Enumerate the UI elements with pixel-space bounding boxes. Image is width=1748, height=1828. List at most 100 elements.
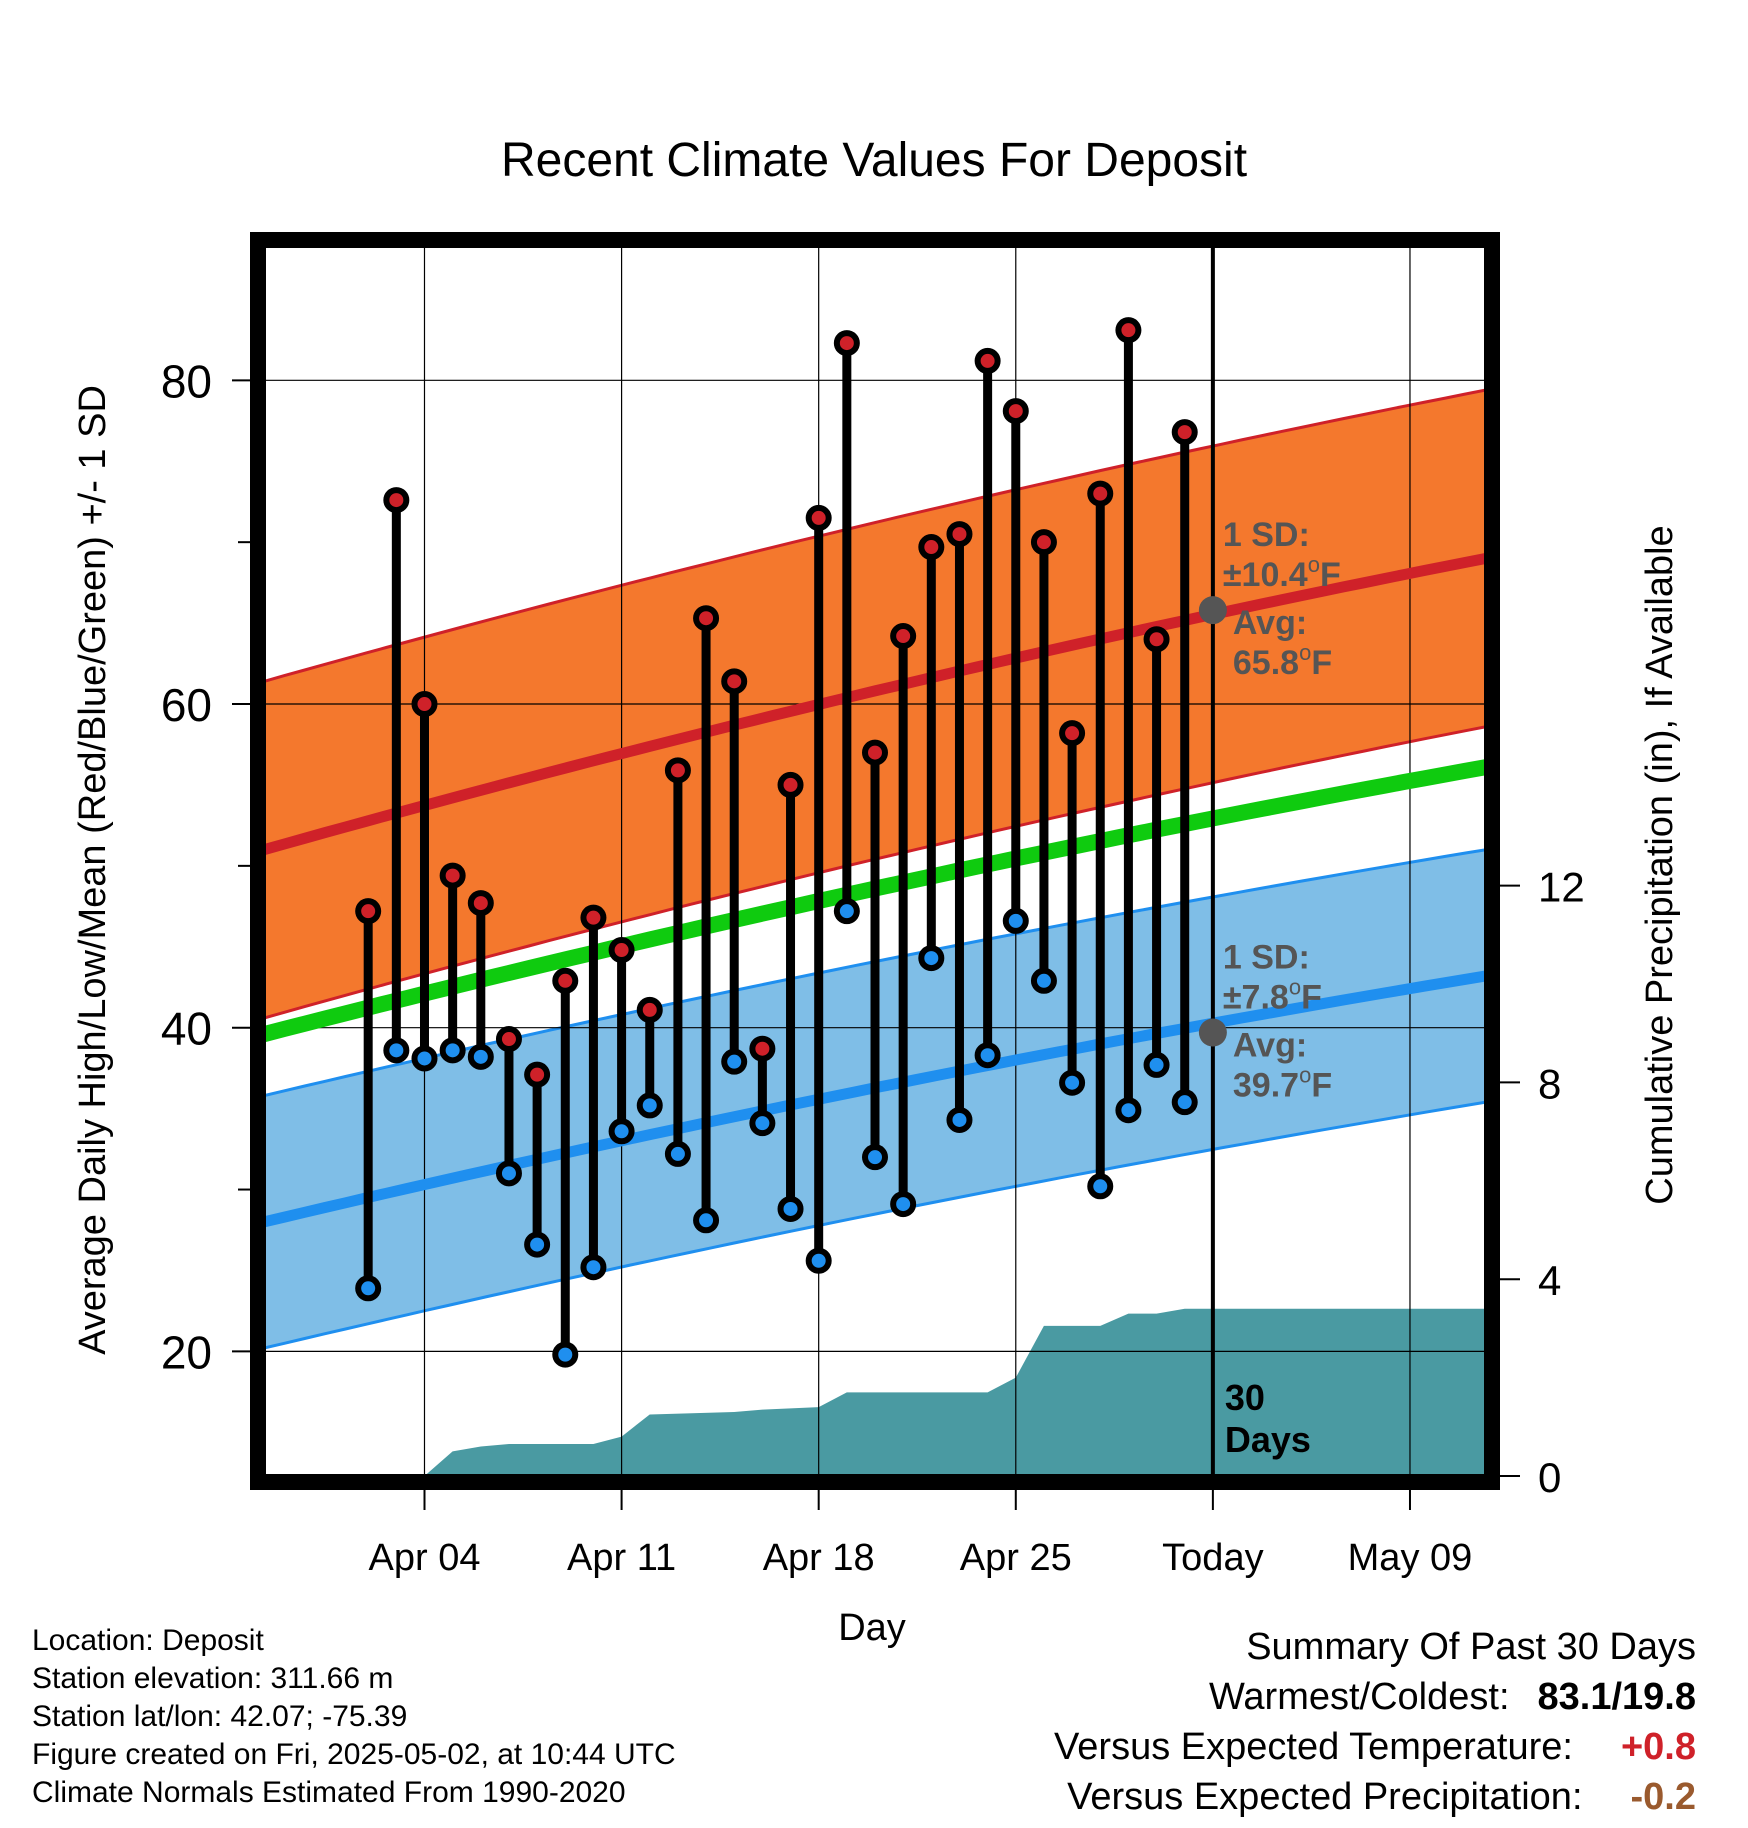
daily-low-point (890, 1191, 917, 1218)
daily-high-point (411, 691, 438, 718)
daily-low-point (467, 1043, 494, 1070)
daily-low-point (974, 1042, 1001, 1069)
daily-high-point (749, 1035, 776, 1062)
summary-temp-label: Versus Expected Temperature: (1054, 1726, 1573, 1768)
info-latlon: Station lat/lon: 42.07; -75.39 (32, 1700, 408, 1733)
daily-low-point (383, 1037, 410, 1064)
daily-low-point (636, 1092, 663, 1119)
summary-precip-row: Versus Expected Precipitation: -0.2 (796, 1772, 1696, 1822)
low-avg-label: Avg: (1233, 1027, 1307, 1065)
daily-high-point (495, 1026, 522, 1053)
daily-high-point (1030, 529, 1057, 556)
low-sd-lower-edge (264, 1100, 1486, 1350)
daily-high-point (833, 330, 860, 357)
daily-high-point (580, 904, 607, 931)
high-sd-degree: o (1308, 552, 1320, 577)
daily-range-bars (363, 330, 1190, 1355)
daily-high-point (383, 487, 410, 514)
low-avg-value: 39.7oF (1233, 1063, 1332, 1105)
high-avg-degree: o (1299, 640, 1311, 665)
daily-low-point (1030, 967, 1057, 994)
daily-low-point (1087, 1173, 1114, 1200)
daily-high-point (636, 996, 663, 1023)
low-sd-degree: o (1289, 975, 1301, 1000)
daily-high-point (1143, 626, 1170, 653)
summary-precip-label: Versus Expected Precipitation: (1067, 1776, 1583, 1818)
daily-low-point (1143, 1051, 1170, 1078)
daily-high-point (693, 605, 720, 632)
y-left-tick-label: 80 (161, 355, 212, 407)
high-sd-upper-edge (264, 388, 1486, 683)
high-avg-value: 65.8oF (1233, 640, 1332, 682)
summary-warmest-label: Warmest/Coldest: (1208, 1676, 1510, 1718)
plot-border (250, 232, 1500, 1490)
daily-high-point (355, 898, 382, 925)
high-sd-value: ±10.4oF (1223, 552, 1341, 594)
x-tick-label: Apr 11 (567, 1537, 676, 1579)
summary-warmest-row: Warmest/Coldest: 83.1/19.8 (796, 1672, 1696, 1722)
daily-high-point (1115, 317, 1142, 344)
info-elevation: Station elevation: 311.66 m (32, 1662, 394, 1695)
daily-low-point (777, 1195, 804, 1222)
daily-dots (355, 317, 1198, 1368)
daily-low-point (355, 1275, 382, 1302)
y-right-tick-label: 0 (1538, 1454, 1561, 1501)
chart-title: Recent Climate Values For Deposit (501, 134, 1247, 187)
y-right-tick-label: 12 (1538, 864, 1585, 911)
x-tick-label: Today (1162, 1537, 1263, 1579)
daily-low-point (552, 1341, 579, 1368)
high-avg-label: Avg: (1233, 604, 1307, 642)
low-sd-number: ±7.8 (1223, 979, 1289, 1017)
y-axis-left-label: Average Daily High/Low/Mean (Red/Blue/Gr… (72, 385, 114, 1355)
high-avg-unit: F (1311, 644, 1332, 682)
low-avg-unit: F (1311, 1067, 1332, 1105)
daily-high-point (1002, 398, 1029, 425)
daily-low-point (411, 1045, 438, 1072)
today-low-avg-marker (1198, 1018, 1227, 1047)
daily-high-point (1087, 480, 1114, 507)
precip-area (340, 1308, 1486, 1476)
daily-high-point (974, 347, 1001, 374)
daily-low-point (1171, 1089, 1198, 1116)
high-sd-unit: F (1320, 556, 1341, 594)
precip-cumulative-area (340, 1308, 1486, 1476)
daily-low-point (580, 1254, 607, 1281)
daily-low-point (946, 1106, 973, 1133)
high-avg-number: 65.8 (1233, 644, 1299, 682)
high-sd-number: ±10.4 (1223, 556, 1308, 594)
daily-low-point (1115, 1097, 1142, 1124)
daily-low-point (693, 1207, 720, 1234)
daily-low-point (439, 1037, 466, 1064)
daily-high-point (664, 757, 691, 784)
station-info: Location: Deposit Station elevation: 311… (32, 1622, 792, 1812)
low-sd-unit: F (1301, 979, 1322, 1017)
daily-high-point (862, 739, 888, 766)
daily-low-point (918, 945, 945, 972)
daily-high-point (467, 890, 494, 917)
daily-high-point (524, 1061, 551, 1088)
x-tick-label: Apr 18 (763, 1537, 875, 1579)
y-left-tick-label: 60 (161, 679, 212, 731)
today-days-number: 30 (1225, 1377, 1265, 1418)
today-days-word: Days (1225, 1419, 1311, 1460)
daily-low-point (608, 1118, 635, 1145)
daily-high-point (805, 504, 832, 531)
today-high-avg-marker (1198, 596, 1227, 625)
daily-low-point (721, 1048, 748, 1075)
low-avg-number: 39.7 (1233, 1067, 1299, 1105)
daily-low-point (1059, 1069, 1086, 1096)
daily-low-point (524, 1231, 551, 1258)
daily-high-point (946, 521, 973, 548)
info-normals: Climate Normals Estimated From 1990-2020 (32, 1776, 626, 1809)
x-tick-label: Apr 25 (960, 1537, 1072, 1579)
daily-high-point (1171, 419, 1198, 446)
y-left-tick-label: 40 (161, 1003, 212, 1055)
daily-low-point (495, 1160, 522, 1187)
y-right-tick-label: 4 (1538, 1257, 1561, 1304)
y-right-tick-label: 8 (1538, 1060, 1561, 1107)
x-tick-label: May 09 (1348, 1537, 1473, 1579)
daily-low-point (1002, 907, 1029, 934)
x-tick-label: Apr 04 (369, 1537, 481, 1579)
x-axis-label: Day (838, 1607, 906, 1649)
info-location: Location: Deposit (32, 1624, 264, 1657)
